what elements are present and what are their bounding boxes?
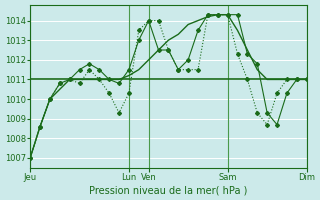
X-axis label: Pression niveau de la mer( hPa ): Pression niveau de la mer( hPa ) <box>89 185 248 195</box>
